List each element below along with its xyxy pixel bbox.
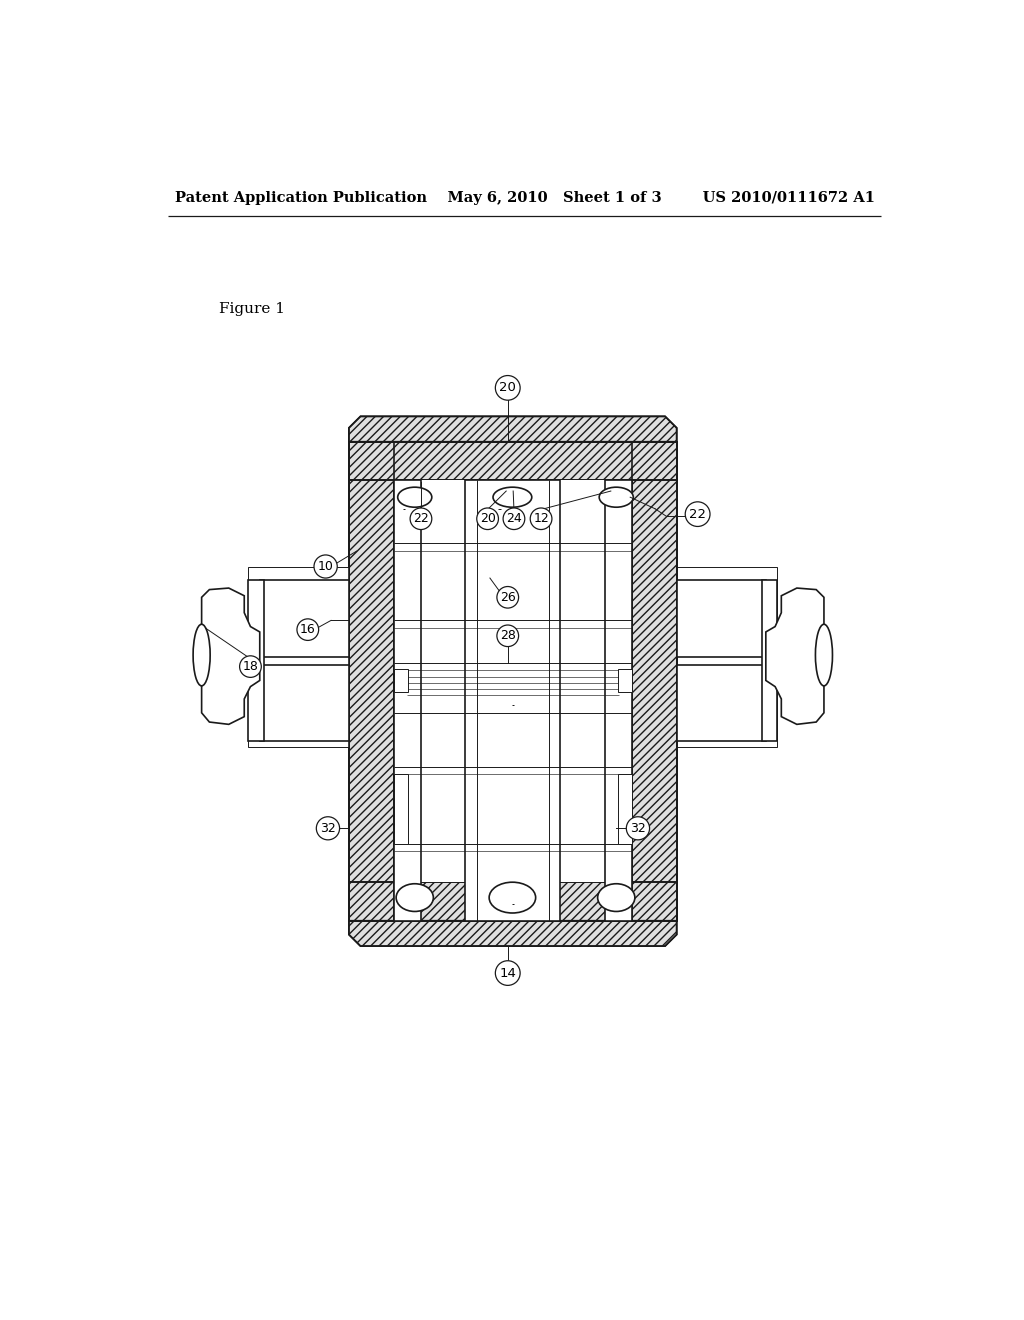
Circle shape	[297, 619, 318, 640]
Ellipse shape	[396, 884, 433, 911]
Text: 28: 28	[500, 630, 516, 643]
Ellipse shape	[493, 487, 531, 507]
Circle shape	[240, 656, 261, 677]
Polygon shape	[202, 589, 260, 725]
Circle shape	[314, 554, 337, 578]
Circle shape	[497, 626, 518, 647]
Bar	[260, 665, 349, 741]
Ellipse shape	[598, 884, 635, 911]
Text: 20: 20	[479, 512, 496, 525]
Circle shape	[530, 508, 552, 529]
Text: 12: 12	[534, 512, 549, 525]
Bar	[248, 581, 263, 741]
Bar	[349, 442, 394, 921]
Text: 20: 20	[500, 381, 516, 395]
Bar	[762, 581, 777, 741]
Circle shape	[496, 375, 520, 400]
Text: 32: 32	[630, 822, 646, 834]
Bar	[604, 480, 632, 921]
Bar	[617, 669, 632, 692]
Bar	[248, 566, 349, 747]
Bar	[349, 442, 677, 480]
Circle shape	[685, 502, 710, 527]
Circle shape	[627, 817, 649, 840]
Bar	[349, 442, 394, 921]
Circle shape	[497, 586, 518, 609]
Circle shape	[477, 508, 499, 529]
Text: 22: 22	[689, 508, 707, 520]
Bar	[394, 669, 408, 692]
Bar	[394, 480, 421, 921]
Bar	[677, 581, 766, 657]
Text: Figure 1: Figure 1	[219, 301, 286, 315]
Bar	[349, 882, 677, 921]
Polygon shape	[349, 921, 677, 946]
Text: 26: 26	[500, 591, 516, 603]
Bar	[349, 882, 677, 921]
Bar	[465, 480, 560, 921]
Circle shape	[316, 817, 340, 840]
Bar	[394, 775, 408, 843]
Polygon shape	[766, 589, 824, 725]
Circle shape	[410, 508, 432, 529]
Text: 16: 16	[300, 623, 315, 636]
Text: 14: 14	[500, 966, 516, 979]
Text: Patent Application Publication    May 6, 2010   Sheet 1 of 3        US 2010/0111: Patent Application Publication May 6, 20…	[175, 191, 874, 206]
Text: 22: 22	[413, 512, 429, 525]
Ellipse shape	[194, 624, 210, 686]
Text: 18: 18	[243, 660, 258, 673]
Ellipse shape	[489, 882, 536, 913]
Ellipse shape	[397, 487, 432, 507]
Bar	[617, 775, 632, 843]
Bar	[349, 442, 677, 921]
Bar	[677, 566, 777, 747]
Text: 32: 32	[321, 822, 336, 834]
Bar	[632, 442, 677, 921]
Polygon shape	[349, 416, 677, 442]
Text: 24: 24	[506, 512, 522, 525]
Circle shape	[496, 961, 520, 985]
Bar	[349, 442, 677, 480]
Bar	[260, 581, 349, 657]
Circle shape	[503, 508, 525, 529]
Text: 10: 10	[317, 560, 334, 573]
Bar	[394, 480, 632, 882]
Ellipse shape	[815, 624, 833, 686]
Bar	[677, 665, 766, 741]
Bar	[632, 442, 677, 921]
Ellipse shape	[599, 487, 633, 507]
